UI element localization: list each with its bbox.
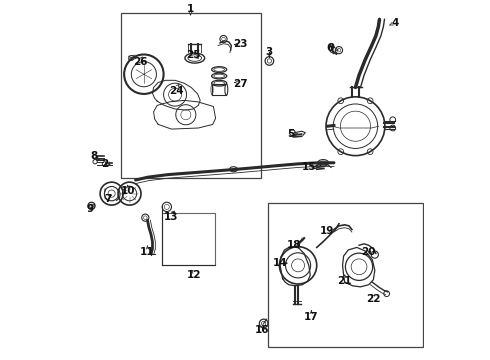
Text: 5: 5 (287, 129, 294, 139)
Text: 3: 3 (266, 46, 273, 57)
Text: 12: 12 (187, 270, 201, 280)
Text: 16: 16 (255, 325, 270, 335)
Bar (162, 213, 215, 265)
Bar (269, 203, 422, 347)
Text: 2: 2 (101, 159, 108, 169)
Text: 27: 27 (233, 79, 248, 89)
Text: 17: 17 (304, 312, 318, 322)
Text: 22: 22 (366, 294, 381, 304)
Text: 15: 15 (301, 162, 316, 172)
Text: 23: 23 (233, 40, 248, 49)
Text: 14: 14 (273, 258, 288, 268)
Text: 11: 11 (140, 247, 155, 257)
Text: 18: 18 (287, 240, 302, 250)
Text: 8: 8 (90, 150, 98, 161)
Text: 21: 21 (338, 276, 352, 286)
Text: 24: 24 (169, 86, 183, 96)
Text: 25: 25 (186, 50, 200, 60)
Text: 20: 20 (362, 247, 376, 257)
Text: 7: 7 (104, 194, 112, 204)
Bar (122, 13, 261, 178)
Text: 6: 6 (327, 43, 334, 53)
Text: 26: 26 (133, 57, 147, 67)
Text: 4: 4 (391, 18, 398, 28)
Text: 19: 19 (319, 226, 334, 236)
Text: 13: 13 (164, 212, 179, 221)
Text: 9: 9 (87, 204, 94, 215)
Text: 10: 10 (121, 186, 136, 197)
Text: 1: 1 (187, 4, 194, 14)
